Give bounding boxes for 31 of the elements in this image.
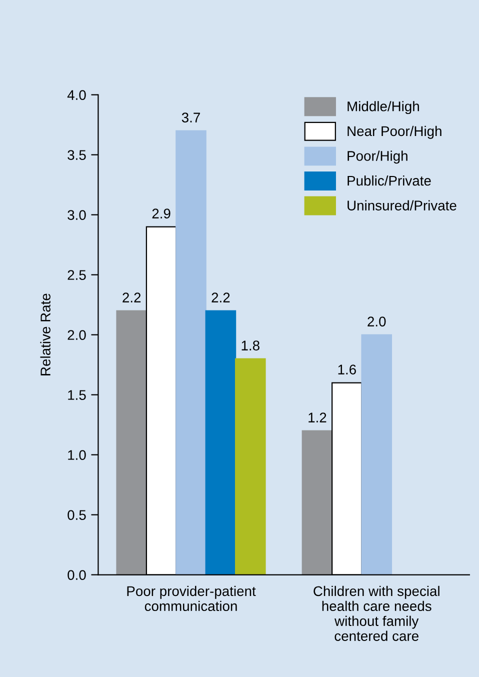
text: 2.5 (68, 270, 86, 280)
text: 0.5 (68, 510, 86, 520)
data-label: 1.6 (338, 364, 356, 374)
bar (302, 430, 333, 575)
data-label: 2.0 (368, 316, 386, 326)
bar (205, 310, 236, 575)
data-label: 1.2 (308, 412, 326, 422)
legend-label: Near Poor/High (348, 126, 442, 139)
text: 1.0 (68, 450, 86, 460)
data-label: 3.7 (182, 112, 200, 122)
text: 2.0 (68, 330, 86, 340)
data-label: 2.2 (212, 292, 230, 302)
data-label: 1.8 (242, 340, 260, 350)
bar (361, 334, 392, 575)
text: 1.5 (68, 390, 86, 400)
text: 3.0 (68, 210, 86, 220)
y-axis-title: Relative Rate (40, 294, 50, 376)
x-tick-label: Poor provider-patient communication (127, 586, 256, 612)
bar (116, 310, 148, 575)
legend-label: Uninsured/Private (348, 200, 456, 210)
bar (176, 130, 206, 575)
data-label: 2.9 (152, 208, 170, 218)
text: 0.0 (68, 570, 86, 580)
text: 3.5 (68, 150, 86, 160)
bar (234, 358, 266, 575)
legend-label: Middle/High (348, 101, 419, 114)
legend-label: Public/Private (348, 175, 431, 186)
data-label: 2.2 (122, 292, 141, 302)
x-tick-label: Children with special health care needs without family centered care (314, 586, 440, 641)
text: 4.0 (67, 90, 86, 100)
legend-label: Poor/High (348, 150, 408, 164)
